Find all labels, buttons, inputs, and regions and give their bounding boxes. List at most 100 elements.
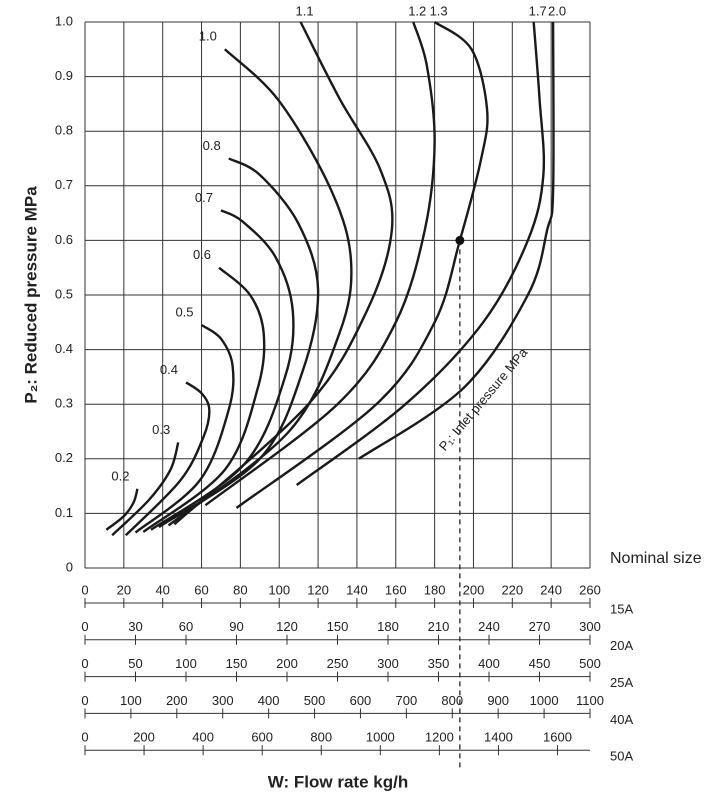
x-tick-label: 100: [175, 656, 197, 671]
y-tick-label: 0.3: [55, 396, 73, 411]
x-tick-label: 200: [463, 582, 485, 597]
x-tick-label: 240: [540, 582, 562, 597]
x-tick-label: 300: [579, 619, 601, 634]
x-tick-label: 80: [233, 582, 247, 597]
scale-name: 50A: [610, 749, 633, 764]
x-tick-label: 700: [396, 693, 418, 708]
curve: [158, 157, 320, 529]
x-tick-label: 300: [212, 693, 234, 708]
curve: [358, 21, 555, 460]
y-tick-label: 0.4: [55, 341, 73, 356]
y-tick-label: 0.2: [55, 450, 73, 465]
scale-name: 25A: [610, 675, 633, 690]
x-tick-label: 200: [166, 693, 188, 708]
curve-label: 0.2: [111, 468, 129, 483]
x-tick-label: 0: [81, 693, 88, 708]
y-tick-label: 0: [66, 559, 73, 574]
curve-label: 1.7: [529, 3, 547, 18]
x-tick-label: 600: [350, 693, 372, 708]
curve: [134, 324, 235, 534]
x-tick-label: 0: [81, 582, 88, 597]
x-tick-label: 160: [385, 582, 407, 597]
x-tick-label: 180: [424, 582, 446, 597]
y-tick-label: 0.9: [55, 68, 73, 83]
y-tick-label: 0.6: [55, 232, 73, 247]
x-tick-label: 400: [258, 693, 280, 708]
x-tick-label: 200: [276, 656, 298, 671]
curve: [124, 381, 211, 537]
x-tick-label: 400: [478, 656, 500, 671]
curve: [295, 21, 546, 486]
curve-label: 0.7: [195, 190, 213, 205]
curve-label: 1.0: [199, 29, 217, 44]
operating-point: [455, 235, 465, 245]
x-tick-label: 260: [579, 582, 601, 597]
scale-header: Nominal size: [610, 550, 702, 567]
x-tick-label: 350: [428, 656, 450, 671]
curve: [167, 48, 353, 527]
y-tick-label: 1.0: [55, 13, 73, 28]
scale-name: 40A: [610, 712, 633, 727]
x-tick-label: 50: [128, 656, 142, 671]
y-tick-label: 0.7: [55, 177, 73, 192]
curve-label: 1.3: [430, 3, 448, 18]
x-tick-label: 500: [579, 656, 601, 671]
x-tick-label: 20: [117, 582, 131, 597]
curve-label: 1.2: [408, 3, 426, 18]
x-tick-label: 1000: [366, 730, 395, 745]
x-tick-label: 60: [179, 619, 193, 634]
curve: [204, 21, 436, 507]
x-tick-label: 100: [268, 582, 290, 597]
x-tick-label: 0: [81, 656, 88, 671]
x-tick-label: 0: [81, 730, 88, 745]
x-tick-label: 1200: [425, 730, 454, 745]
x-tick-label: 400: [192, 730, 214, 745]
x-tick-label: 500: [304, 693, 326, 708]
x-tick-label: 150: [327, 619, 349, 634]
x-tick-label: 1600: [543, 730, 572, 745]
curve-label: 2.0: [548, 3, 566, 18]
x-tick-label: 40: [155, 582, 169, 597]
x-tick-label: 270: [529, 619, 551, 634]
x-tick-label: 1000: [530, 693, 559, 708]
x-tick-label: 300: [377, 656, 399, 671]
x-tick-label: 0: [81, 619, 88, 634]
x-tick-label: 210: [428, 619, 450, 634]
x-tick-label: 450: [529, 656, 551, 671]
curve-label: 0.4: [160, 362, 178, 377]
x-tick-label: 150: [226, 656, 248, 671]
x-tick-label: 200: [133, 730, 155, 745]
x-tick-label: 600: [251, 730, 273, 745]
x-tick-label: 800: [310, 730, 332, 745]
x-tick-label: 60: [194, 582, 208, 597]
scale-name: 15A: [610, 601, 633, 616]
x-tick-label: 120: [276, 619, 298, 634]
curve: [105, 488, 139, 531]
curve: [142, 266, 266, 533]
x-tick-label: 100: [120, 693, 142, 708]
x-tick-label: 900: [487, 693, 509, 708]
x-tick-label: 90: [229, 619, 243, 634]
y-axis-label: P₂: Reduced pressure MPa: [21, 186, 40, 404]
x-tick-label: 180: [377, 619, 399, 634]
scale-name: 20A: [610, 638, 633, 653]
x-tick-label: 30: [128, 619, 142, 634]
curve: [173, 21, 394, 526]
y-tick-label: 0.5: [55, 286, 73, 301]
x-tick-label: 1400: [484, 730, 513, 745]
curve-label: 0.6: [193, 247, 211, 262]
curve-label: 0.8: [203, 138, 221, 153]
curve: [111, 442, 180, 537]
x-tick-label: 800: [441, 693, 463, 708]
curve-label: 1.1: [296, 3, 314, 18]
x-axis-label: W: Flow rate kg/h: [268, 772, 408, 791]
x-tick-label: 240: [478, 619, 500, 634]
x-tick-label: 220: [501, 582, 523, 597]
x-tick-label: 1100: [576, 693, 604, 708]
x-tick-label: 120: [307, 582, 329, 597]
y-tick-label: 0.1: [55, 505, 73, 520]
curve-label: 0.5: [175, 304, 193, 319]
curve-label: 0.3: [152, 422, 170, 437]
